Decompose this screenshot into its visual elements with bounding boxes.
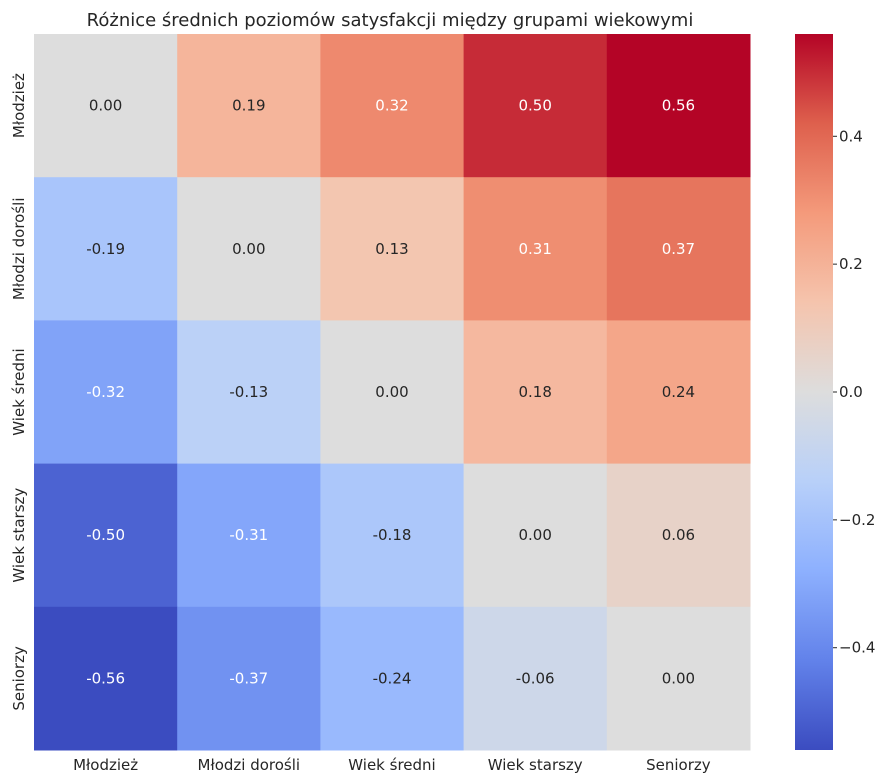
colorbar bbox=[795, 34, 833, 750]
cell-value-label: 0.37 bbox=[662, 240, 695, 258]
heatmap-cell bbox=[463, 320, 608, 465]
cell-value-label: -0.19 bbox=[86, 240, 125, 258]
colorbar-tick-label: 0.2 bbox=[839, 255, 863, 273]
cell-value-label: 0.06 bbox=[662, 526, 695, 544]
heatmap-cell bbox=[177, 34, 321, 178]
heatmap-cell bbox=[320, 320, 465, 465]
cell-value-label: -0.50 bbox=[86, 526, 125, 544]
heatmap-cell bbox=[177, 177, 321, 321]
cell-value-label: -0.32 bbox=[86, 383, 125, 401]
heatmap-cell bbox=[606, 606, 751, 751]
y-tick-label: Młodzież bbox=[10, 73, 28, 138]
cell-value-label: 0.32 bbox=[375, 97, 408, 115]
heatmap-cell bbox=[463, 606, 608, 751]
cell-value-label: -0.56 bbox=[86, 669, 125, 687]
cell-value-label: 0.56 bbox=[662, 97, 695, 115]
x-tick-label: Seniorzy bbox=[646, 756, 711, 774]
heatmap-cell bbox=[34, 320, 178, 465]
cell-value-label: -0.06 bbox=[516, 669, 555, 687]
cell-value-label: 0.00 bbox=[375, 383, 408, 401]
heatmap-cell bbox=[177, 320, 321, 465]
heatmap-cells: 0.00 0.19 0.32 0.50 0.56 -0.19 0.00 0.13 0.31 0.3… bbox=[34, 34, 751, 751]
cell-value-label: -0.18 bbox=[373, 526, 412, 544]
heatmap-cell bbox=[606, 177, 751, 321]
colorbar-tick-label: 0.0 bbox=[839, 383, 863, 401]
x-axis-ticks: Młodzież Młodzi dorośli Wiek średni Wiek st… bbox=[73, 756, 711, 774]
heatmap-cell bbox=[34, 463, 178, 608]
heatmap-cell bbox=[320, 606, 465, 751]
heatmap-cell bbox=[606, 463, 751, 608]
cell-value-label: 0.19 bbox=[232, 97, 265, 115]
cell-value-label: 0.31 bbox=[518, 240, 551, 258]
cell-value-label: -0.37 bbox=[229, 669, 268, 687]
cell-value-label: 0.13 bbox=[375, 240, 408, 258]
y-axis-ticks: Młodzież Młodzi dorośli Wiek średni Wiek st… bbox=[10, 73, 28, 711]
colorbar-ticks: 0.4 0.2 0.0 −0.2 −0.4 bbox=[833, 127, 875, 657]
heatmap-cell bbox=[463, 463, 608, 608]
heatmap-cell bbox=[320, 177, 465, 321]
cell-value-label: 0.00 bbox=[89, 97, 122, 115]
heatmap-cell bbox=[606, 34, 751, 178]
cell-value-label: -0.13 bbox=[229, 383, 268, 401]
heatmap-cell bbox=[34, 606, 178, 751]
cell-value-label: 0.18 bbox=[518, 383, 551, 401]
cell-value-label: 0.00 bbox=[232, 240, 265, 258]
heatmap-cell bbox=[34, 177, 178, 321]
heatmap-cell bbox=[606, 320, 751, 465]
heatmap-cell bbox=[34, 34, 178, 178]
heatmap-cell bbox=[320, 34, 465, 178]
heatmap-cell bbox=[320, 463, 465, 608]
cell-value-label: -0.24 bbox=[373, 669, 412, 687]
cell-value-label: 0.24 bbox=[662, 383, 695, 401]
x-tick-label: Młodzież bbox=[73, 756, 138, 774]
heatmap-cell bbox=[177, 463, 321, 608]
chart-title: Różnice średnich poziomów satysfakcji mi… bbox=[87, 10, 694, 31]
colorbar-tick-label: 0.4 bbox=[839, 127, 863, 145]
y-tick-label: Wiek średni bbox=[10, 348, 28, 435]
y-tick-label: Seniorzy bbox=[10, 646, 28, 711]
cell-value-label: -0.31 bbox=[229, 526, 268, 544]
y-tick-label: Młodzi dorośli bbox=[10, 198, 28, 301]
x-tick-label: Wiek starszy bbox=[488, 756, 583, 774]
y-tick-label: Wiek starszy bbox=[10, 488, 28, 583]
heatmap-cell bbox=[463, 34, 608, 178]
cell-value-label: 0.50 bbox=[518, 97, 551, 115]
x-tick-label: Wiek średni bbox=[348, 756, 435, 774]
heatmap-cell bbox=[463, 177, 608, 321]
heatmap-cell bbox=[177, 606, 321, 751]
cell-value-label: 0.00 bbox=[518, 526, 551, 544]
x-tick-label: Młodzi dorośli bbox=[198, 756, 301, 774]
colorbar-tick-label: −0.2 bbox=[839, 511, 875, 529]
cell-value-label: 0.00 bbox=[662, 669, 695, 687]
colorbar-tick-label: −0.4 bbox=[839, 639, 875, 657]
